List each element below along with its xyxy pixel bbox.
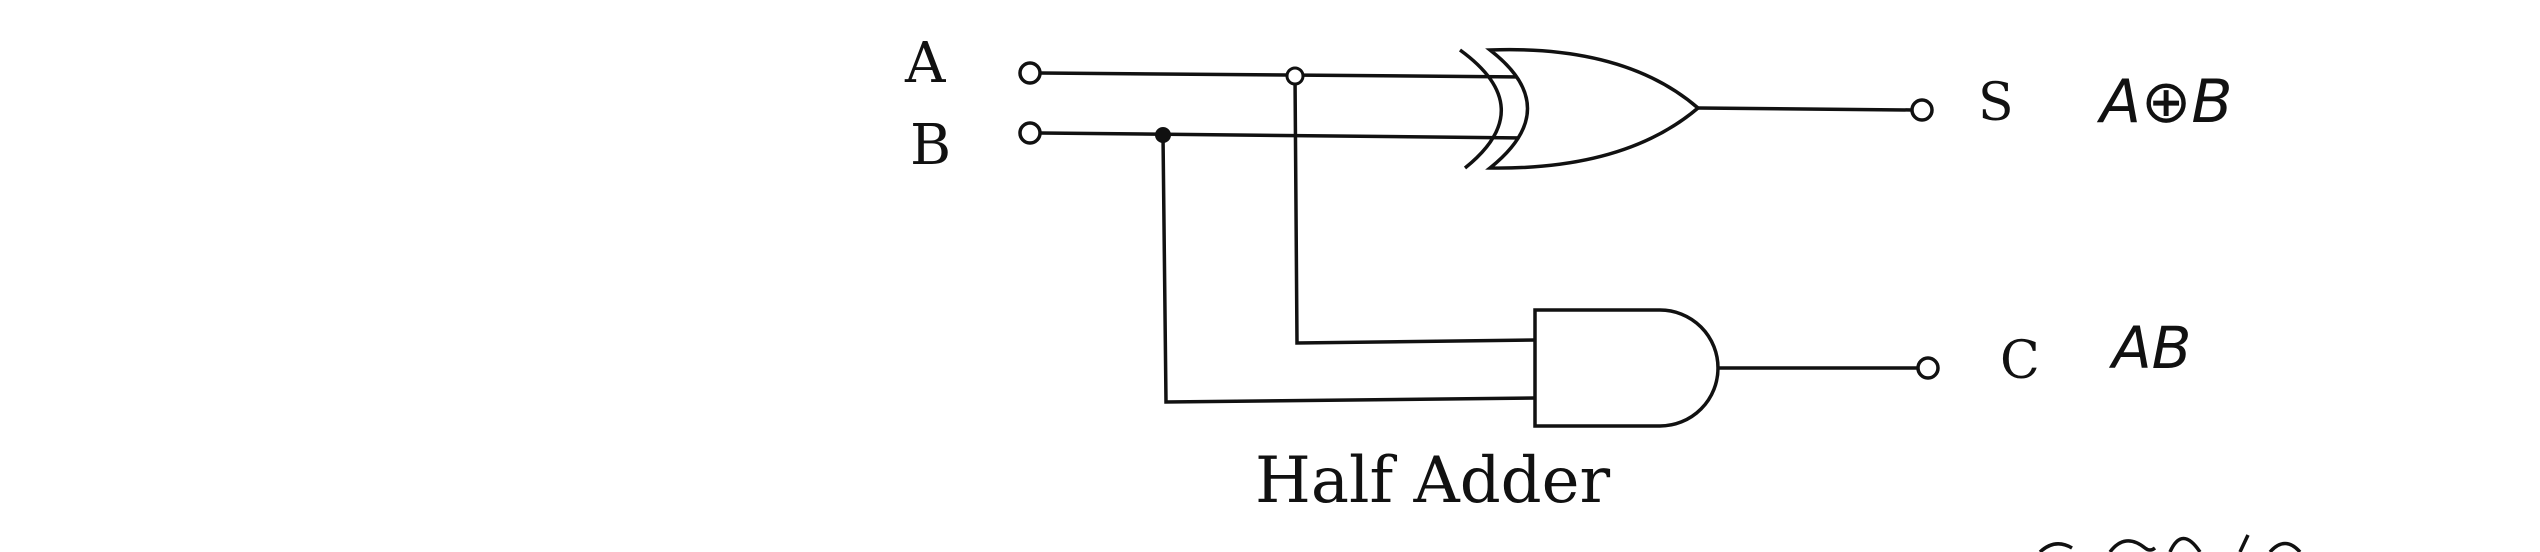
wire-a-to-xor [1039,71,1531,79]
input-terminal-a [1018,61,1042,85]
output-label-s: S [1978,73,2014,133]
wire-b-to-xor [1039,131,1531,140]
wire-sum-out [1697,106,1913,112]
output-terminal-s [1910,98,1934,122]
output-terminal-c [1916,356,1940,380]
cropped-handwriting [2038,534,2302,552]
input-label-a: A [904,31,946,96]
junction-b [1155,127,1171,143]
sum-expression: A⊕B [2096,67,2232,137]
and-gate [1533,308,1720,428]
output-label-c: C [2000,331,2040,391]
junction-a [1285,66,1305,86]
wire-a-to-and [1293,74,1536,345]
input-terminal-b [1018,121,1042,145]
input-label-b: B [910,113,951,178]
diagram-caption: Half Adder [1255,444,1611,518]
xor-gate [1458,47,1701,170]
carry-expression: AB [2108,314,2191,382]
wire-b-to-and [1161,134,1536,404]
